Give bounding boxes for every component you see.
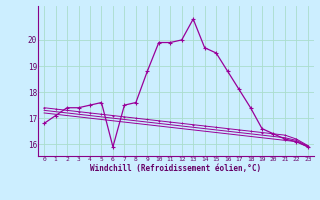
X-axis label: Windchill (Refroidissement éolien,°C): Windchill (Refroidissement éolien,°C) [91,164,261,173]
